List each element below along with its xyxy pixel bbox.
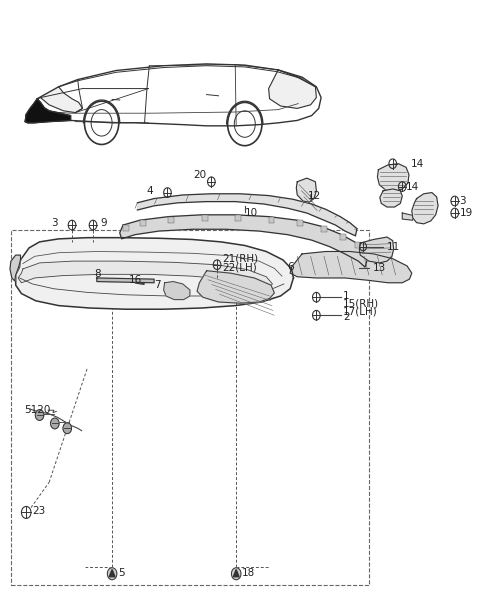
Polygon shape [321, 226, 327, 233]
Polygon shape [377, 164, 409, 191]
Polygon shape [137, 194, 357, 236]
Text: 17(LH): 17(LH) [343, 306, 378, 316]
Text: 5120: 5120 [24, 405, 51, 415]
Polygon shape [123, 225, 129, 231]
Text: 7: 7 [154, 280, 161, 290]
Polygon shape [202, 215, 207, 221]
Text: 10: 10 [245, 208, 258, 218]
Polygon shape [340, 234, 346, 240]
Text: 1: 1 [343, 291, 350, 301]
Text: 3: 3 [51, 217, 58, 228]
Polygon shape [97, 278, 154, 283]
Polygon shape [269, 217, 275, 223]
Polygon shape [233, 570, 239, 577]
Polygon shape [402, 213, 413, 220]
Polygon shape [355, 242, 360, 248]
Text: 12: 12 [308, 191, 321, 201]
Bar [11, 230, 369, 585]
Polygon shape [25, 99, 71, 123]
Circle shape [231, 568, 241, 580]
Text: 23: 23 [32, 506, 45, 516]
Polygon shape [168, 217, 174, 223]
Text: 19: 19 [459, 208, 473, 218]
Polygon shape [120, 215, 368, 267]
Text: 11: 11 [387, 242, 400, 252]
Circle shape [35, 410, 44, 420]
Polygon shape [364, 249, 370, 255]
Polygon shape [364, 249, 370, 255]
Polygon shape [18, 261, 273, 288]
Text: 21(RH): 21(RH) [222, 254, 258, 264]
Polygon shape [10, 255, 21, 281]
Text: 15(RH): 15(RH) [343, 298, 379, 308]
Polygon shape [140, 220, 145, 226]
Circle shape [108, 568, 117, 580]
Polygon shape [360, 237, 394, 263]
Text: 13: 13 [372, 263, 386, 274]
Polygon shape [197, 271, 275, 303]
Polygon shape [290, 251, 412, 283]
Polygon shape [164, 281, 190, 300]
Text: 14: 14 [411, 159, 424, 169]
Text: 8: 8 [95, 269, 101, 279]
Text: 20: 20 [193, 170, 206, 179]
Circle shape [50, 418, 59, 429]
Text: 18: 18 [242, 568, 255, 577]
Polygon shape [269, 70, 316, 108]
Polygon shape [296, 178, 316, 202]
Text: 2: 2 [343, 312, 350, 322]
Text: 14: 14 [406, 182, 420, 191]
Text: 6: 6 [287, 262, 293, 272]
Text: 5: 5 [118, 568, 124, 577]
Circle shape [63, 423, 72, 434]
Polygon shape [297, 220, 303, 226]
Polygon shape [235, 215, 241, 221]
Text: 22(LH): 22(LH) [222, 262, 257, 272]
Text: 4: 4 [146, 187, 153, 196]
Polygon shape [364, 249, 370, 255]
Polygon shape [37, 87, 83, 112]
Text: 9: 9 [101, 217, 107, 228]
Text: 3: 3 [459, 196, 466, 206]
Polygon shape [412, 193, 438, 224]
Polygon shape [380, 189, 402, 207]
Polygon shape [109, 570, 115, 577]
Polygon shape [16, 237, 293, 309]
Text: 16: 16 [129, 275, 143, 285]
